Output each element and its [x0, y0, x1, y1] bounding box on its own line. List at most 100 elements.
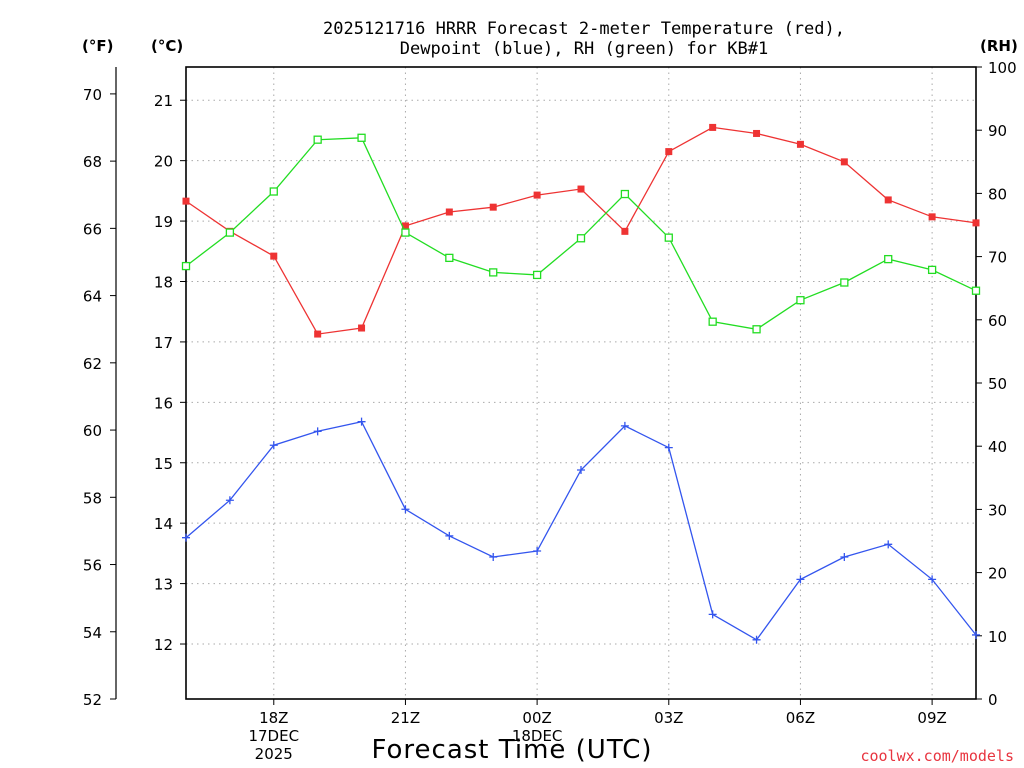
- fahrenheit-tick-label: 52: [83, 691, 102, 709]
- temperature-point: [270, 252, 278, 260]
- x-tick-label: 00Z: [522, 709, 551, 727]
- rh-tick-label: 70: [988, 249, 1007, 267]
- dewpoint-point: [577, 466, 585, 475]
- temperature-point: [445, 208, 453, 216]
- dewpoint-point: [796, 575, 805, 584]
- rh-point: [401, 228, 410, 237]
- x-tick-label: 06Z: [786, 709, 815, 727]
- title-line-1: 2025121716 HRRR Forecast 2-meter Tempera…: [323, 19, 845, 39]
- dewpoint-point: [225, 496, 234, 505]
- rh-point: [840, 278, 849, 287]
- temperature-point: [665, 148, 673, 156]
- rh-point: [269, 187, 278, 196]
- fahrenheit-tick-label: 54: [83, 624, 102, 642]
- rh-series: [181, 133, 981, 334]
- temperature-line: [185, 126, 977, 335]
- rh-point: [752, 325, 761, 334]
- temperature-point: [709, 123, 717, 131]
- dewpoint-point: [928, 575, 937, 584]
- rh-point: [357, 133, 366, 142]
- x-tick-label: 21Z: [391, 709, 420, 727]
- x-tick-label: 17DEC: [248, 727, 299, 745]
- fahrenheit-tick-label: 60: [83, 422, 102, 440]
- rh-line: [185, 137, 977, 330]
- plot-frame: [185, 66, 977, 700]
- dewpoint-point: [357, 417, 366, 426]
- credit-text: coolwx.com/models: [860, 747, 1014, 765]
- rh-point: [313, 135, 322, 144]
- rh-point: [884, 254, 893, 264]
- rh-tick-label: 0: [988, 691, 998, 709]
- x-tick-label: 18Z: [259, 709, 288, 727]
- temperature-series: [182, 123, 980, 338]
- dewpoint-point: [884, 540, 893, 549]
- rh-point: [620, 189, 630, 199]
- rh-tick-label: 90: [988, 122, 1007, 140]
- dewpoint-point: [840, 553, 849, 562]
- x-tick-label: 18DEC: [512, 727, 563, 745]
- rh-tick-label: 80: [988, 185, 1007, 203]
- fahrenheit-tick-label: 64: [83, 288, 102, 306]
- celsius-tick-label: 21: [154, 92, 173, 110]
- dewpoint-point: [182, 533, 190, 542]
- celsius-tick-label: 13: [154, 576, 173, 594]
- temperature-point: [796, 140, 804, 148]
- chart-title: 2025121716 HRRR Forecast 2-meter Tempera…: [323, 19, 845, 59]
- rh-tick-label: 50: [988, 375, 1007, 393]
- fahrenheit-tick-label: 58: [83, 489, 102, 507]
- rh-point: [708, 317, 717, 326]
- rh-point: [796, 296, 805, 305]
- temperature-point: [182, 197, 190, 205]
- fahrenheit-unit-label: (°F): [82, 37, 113, 55]
- celsius-tick-label: 16: [154, 394, 173, 412]
- dewpoint-line: [185, 420, 977, 641]
- dewpoint-point: [489, 553, 498, 562]
- rh-tick-label: 10: [988, 628, 1007, 646]
- temperature-point: [840, 158, 848, 166]
- dewpoint-point: [752, 635, 761, 644]
- dewpoint-point: [664, 443, 673, 452]
- rh-point: [927, 265, 937, 275]
- rh-point: [971, 286, 981, 295]
- x-tick-label: 09Z: [917, 709, 946, 727]
- rh-point: [225, 228, 235, 237]
- temperature-point: [928, 213, 936, 221]
- temperature-point: [577, 185, 585, 193]
- rh-unit-label: (RH): [980, 37, 1018, 55]
- temperature-point: [314, 330, 322, 338]
- temperature-point: [884, 196, 892, 204]
- dewpoint-point: [445, 531, 454, 540]
- celsius-tick-label: 19: [154, 213, 173, 231]
- x-axis-label: Forecast Time (UTC): [371, 735, 652, 765]
- celsius-tick-label: 18: [154, 273, 173, 291]
- temperature-point: [533, 191, 541, 199]
- temperature-point: [358, 324, 366, 332]
- temperature-point: [401, 222, 409, 230]
- x-tick-label: 03Z: [654, 709, 683, 727]
- fahrenheit-tick-label: 56: [83, 557, 102, 575]
- dewpoint-point: [620, 421, 629, 430]
- fahrenheit-tick-label: 68: [83, 153, 102, 171]
- dewpoint-point: [708, 610, 717, 619]
- dewpoint-point: [313, 427, 322, 436]
- rh-point: [445, 253, 454, 263]
- celsius-tick-label: 14: [154, 515, 173, 533]
- celsius-tick-label: 12: [154, 636, 173, 654]
- celsius-tick-label: 15: [154, 455, 173, 473]
- temperature-point: [489, 203, 497, 211]
- dewpoint-point: [401, 505, 410, 514]
- temperature-point: [753, 129, 761, 137]
- x-tick-label: 2025: [255, 745, 293, 763]
- rh-point: [532, 270, 542, 280]
- fahrenheit-tick-label: 62: [83, 355, 102, 373]
- rh-point: [664, 233, 673, 242]
- temperature-point: [972, 219, 980, 227]
- dewpoint-point: [269, 441, 278, 450]
- rh-point: [489, 268, 498, 277]
- dewpoint-point: [533, 546, 542, 555]
- fahrenheit-tick-label: 70: [83, 86, 102, 104]
- dewpoint-point: [972, 630, 980, 639]
- celsius-unit-label: (°C): [151, 37, 183, 55]
